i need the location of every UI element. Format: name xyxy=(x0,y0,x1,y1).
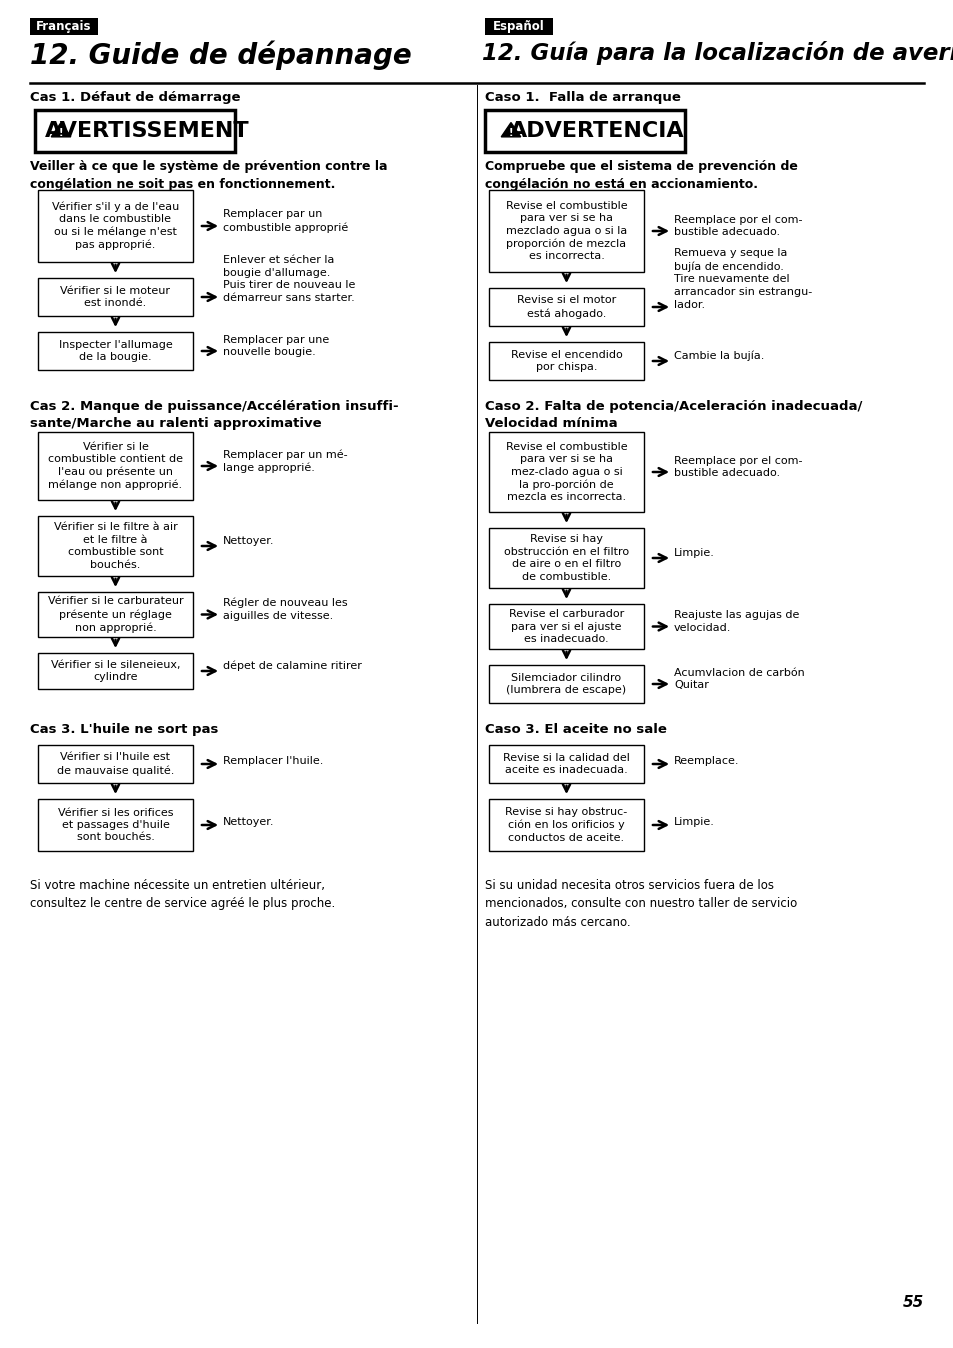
Bar xyxy=(38,592,193,638)
Polygon shape xyxy=(51,123,71,137)
Bar xyxy=(38,516,193,576)
Polygon shape xyxy=(500,123,520,137)
Bar xyxy=(38,745,193,783)
Text: Remueva y seque la
bujía de encendido.
Tire nuevamente del
arrancador sin estran: Remueva y seque la bujía de encendido. T… xyxy=(673,248,811,310)
Bar xyxy=(489,604,643,648)
Text: Vérifier si le moteur
est inondé.: Vérifier si le moteur est inondé. xyxy=(60,286,171,309)
Text: dépet de calamine ritirer: dépet de calamine ritirer xyxy=(223,661,361,671)
Text: Remplacer par une
nouvelle bougie.: Remplacer par une nouvelle bougie. xyxy=(223,334,329,357)
Bar xyxy=(35,111,234,152)
Text: Caso 3. El aceite no sale: Caso 3. El aceite no sale xyxy=(484,723,666,736)
Text: Revise el encendido
por chispa.: Revise el encendido por chispa. xyxy=(510,349,621,372)
Bar xyxy=(38,652,193,689)
Text: Cas 3. L'huile ne sort pas: Cas 3. L'huile ne sort pas xyxy=(30,723,218,736)
Text: Vérifier s'il y a de l'eau
dans le combustible
ou si le mélange n'est
pas approp: Vérifier s'il y a de l'eau dans le combu… xyxy=(51,201,179,251)
Text: AVERTISSEMENT: AVERTISSEMENT xyxy=(45,121,249,142)
Bar xyxy=(38,431,193,500)
Text: Cas 2. Manque de puissance/Accélération insuffi-
sante/Marche au ralenti approxi: Cas 2. Manque de puissance/Accélération … xyxy=(30,400,398,430)
Text: Caso 1.  Falla de arranque: Caso 1. Falla de arranque xyxy=(484,92,680,104)
Bar xyxy=(489,190,643,272)
Text: 55: 55 xyxy=(902,1295,923,1310)
Bar xyxy=(484,18,553,35)
Bar xyxy=(489,342,643,380)
Text: Nettoyer.: Nettoyer. xyxy=(223,537,274,546)
Text: Revise si hay obstruc-
ción en los orificios y
conductos de aceite.: Revise si hay obstruc- ción en los orifi… xyxy=(505,807,627,842)
Bar xyxy=(38,190,193,262)
Text: Caso 2. Falta de potencia/Aceleración inadecuada/
Velocidad mínima: Caso 2. Falta de potencia/Aceleración in… xyxy=(484,400,862,430)
Bar xyxy=(489,288,643,326)
Text: Remplacer par un
combustible approprié: Remplacer par un combustible approprié xyxy=(223,209,348,233)
Bar xyxy=(484,111,684,152)
Text: Remplacer par un mé-
lange approprié.: Remplacer par un mé- lange approprié. xyxy=(223,449,347,473)
Text: Español: Español xyxy=(493,20,544,32)
Bar xyxy=(489,665,643,704)
Text: Vérifier si le
combustible contient de
l'eau ou présente un
mélange non appropri: Vérifier si le combustible contient de l… xyxy=(48,442,183,491)
Bar xyxy=(489,745,643,783)
Text: Si votre machine nécessite un entretien ultérieur,
consultez le centre de servic: Si votre machine nécessite un entretien … xyxy=(30,879,335,910)
Text: Nettoyer.: Nettoyer. xyxy=(223,817,274,828)
Text: Limpie.: Limpie. xyxy=(673,817,714,828)
Text: Revise si hay
obstrucción en el filtro
de aire o en el filtro
de combustible.: Revise si hay obstrucción en el filtro d… xyxy=(503,534,628,581)
Text: Reemplace por el com-
bustible adecuado.: Reemplace por el com- bustible adecuado. xyxy=(673,214,801,237)
Text: Inspecter l'allumage
de la bougie.: Inspecter l'allumage de la bougie. xyxy=(58,340,172,363)
Text: Acumvlacion de carbón
Quitar: Acumvlacion de carbón Quitar xyxy=(673,667,804,690)
Text: Revise el carburador
para ver si el ajuste
es inadecuado.: Revise el carburador para ver si el ajus… xyxy=(508,609,623,644)
Text: Cambie la bujía.: Cambie la bujía. xyxy=(673,350,763,361)
Text: Silemciador cilindro
(lumbrera de escape): Silemciador cilindro (lumbrera de escape… xyxy=(506,673,626,696)
Text: Vérifier si le filtre à air
et le filtre à
combustible sont
bouchés.: Vérifier si le filtre à air et le filtre… xyxy=(53,523,177,570)
Text: !: ! xyxy=(508,128,513,137)
Text: Compruebe que el sistema de prevención de
congélación no está en accionamiento.: Compruebe que el sistema de prevención d… xyxy=(484,160,797,191)
Text: Reemplace por el com-
bustible adecuado.: Reemplace por el com- bustible adecuado. xyxy=(673,456,801,479)
Text: Revise si la calidad del
aceite es inadecuada.: Revise si la calidad del aceite es inade… xyxy=(502,752,629,775)
Bar xyxy=(489,528,643,588)
Text: Vérifier si le sileneieux,
cylindre: Vérifier si le sileneieux, cylindre xyxy=(51,659,180,682)
Text: 12. Guide de dépannage: 12. Guide de dépannage xyxy=(30,40,412,70)
Text: !: ! xyxy=(59,128,63,137)
Text: Régler de nouveau les
aiguilles de vitesse.: Régler de nouveau les aiguilles de vites… xyxy=(223,599,347,621)
Text: Revise el combustible
para ver si se ha
mezclado agua o si la
proporción de mezc: Revise el combustible para ver si se ha … xyxy=(505,201,627,262)
Text: Si su unidad necesita otros servicios fuera de los
mencionados, consulte con nue: Si su unidad necesita otros servicios fu… xyxy=(484,879,797,929)
Text: Vérifier si les orifices
et passages d'huile
sont bouchés.: Vérifier si les orifices et passages d'h… xyxy=(58,807,173,842)
Text: Reemplace.: Reemplace. xyxy=(673,756,739,766)
Text: Veiller à ce que le système de prévention contre la
congélation ne soit pas en f: Veiller à ce que le système de préventio… xyxy=(30,160,387,191)
Text: 12. Guía para la localización de averías: 12. Guía para la localización de averías xyxy=(481,40,953,65)
Bar xyxy=(489,799,643,851)
Text: Français: Français xyxy=(36,20,91,32)
Bar xyxy=(489,431,643,512)
Text: Revise el combustible
para ver si se ha
mez-clado agua o si
la pro-porción de
me: Revise el combustible para ver si se ha … xyxy=(505,442,627,501)
Text: Cas 1. Défaut de démarrage: Cas 1. Défaut de démarrage xyxy=(30,92,240,104)
Bar xyxy=(38,799,193,851)
Bar xyxy=(38,278,193,315)
Text: Reajuste las agujas de
velocidad.: Reajuste las agujas de velocidad. xyxy=(673,611,799,634)
Bar xyxy=(30,18,98,35)
Text: ADVERTENCIA: ADVERTENCIA xyxy=(509,121,683,142)
Text: Enlever et sécher la
bougie d'allumage.
Puis tirer de nouveau le
démarreur sans : Enlever et sécher la bougie d'allumage. … xyxy=(223,255,355,303)
Text: Vérifier si l'huile est
de mauvaise qualité.: Vérifier si l'huile est de mauvaise qual… xyxy=(57,752,174,775)
Text: Limpie.: Limpie. xyxy=(673,549,714,558)
Text: Vérifier si le carburateur
présente un réglage
non approprié.: Vérifier si le carburateur présente un r… xyxy=(48,596,183,632)
Bar xyxy=(38,332,193,369)
Text: Revise si el motor
está ahogado.: Revise si el motor está ahogado. xyxy=(517,295,616,318)
Text: Remplacer l'huile.: Remplacer l'huile. xyxy=(223,756,323,766)
